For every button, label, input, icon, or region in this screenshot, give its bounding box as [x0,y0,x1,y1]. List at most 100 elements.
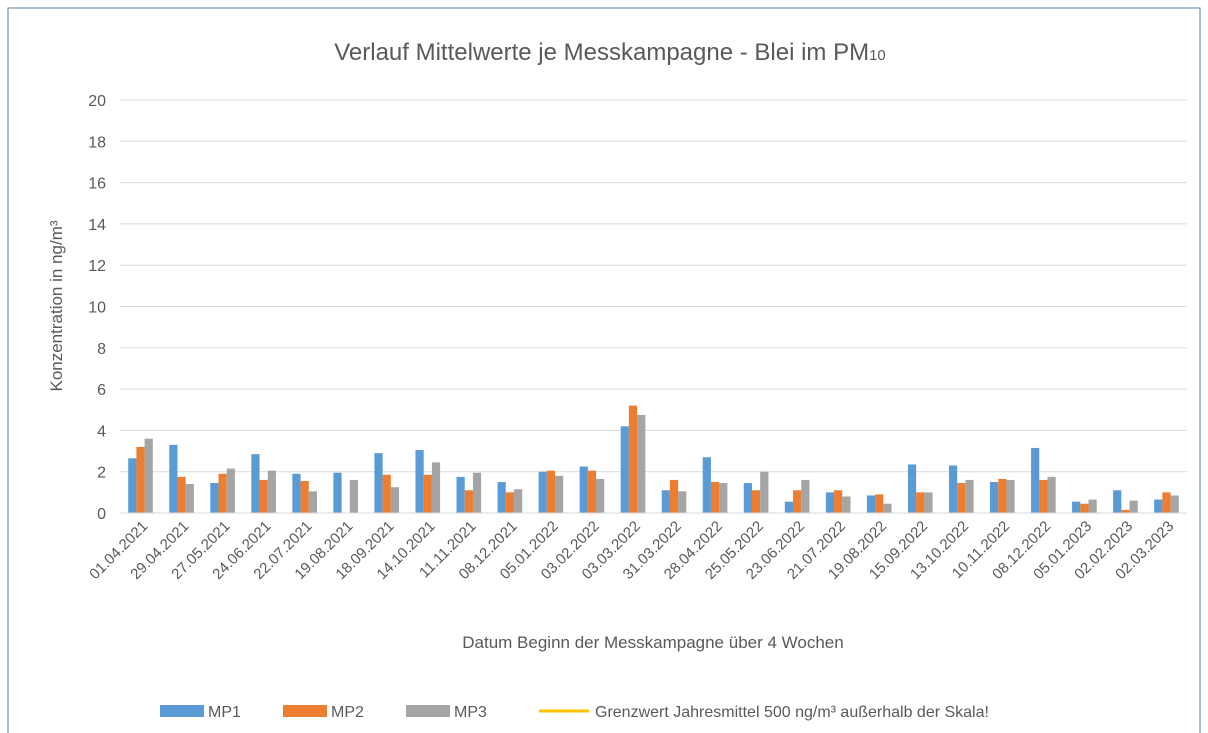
bar [1088,499,1097,513]
bar [760,471,769,513]
bar [513,489,523,513]
bar [497,482,506,513]
legend-label: MP1 [208,704,241,721]
legend-label: MP3 [454,704,487,721]
bar [784,501,794,513]
bar [292,473,301,513]
bar [177,476,186,513]
bar [169,444,178,513]
bar [1047,476,1056,513]
legend-label: MP2 [331,704,364,721]
bar [1080,503,1089,513]
bar [916,492,925,513]
bar [538,471,547,513]
bar [300,480,309,513]
bar [620,426,629,513]
legend-label: Grenzwert Jahresmittel 500 ng/m³ außerha… [595,704,989,721]
bar [596,478,605,513]
bar [259,479,268,513]
bar [415,450,424,513]
bar [1031,447,1040,513]
title-main: Verlauf Mittelwerte je Messkampagne - Bl… [334,39,869,66]
legend-swatch [283,705,327,717]
bar [251,454,260,513]
bar [555,475,564,513]
bar [924,492,933,513]
bar [505,492,514,513]
y-tick-label: 12 [88,258,106,275]
bar [842,496,851,513]
bar [875,494,884,513]
bar [990,482,999,513]
y-tick-label: 16 [88,176,106,193]
bar [226,468,235,513]
y-tick-label: 14 [88,217,106,234]
bar [464,490,473,513]
chart-title: Verlauf Mittelwerte je Messkampagne - Bl… [334,39,886,66]
bar [702,457,711,513]
bar [333,472,342,513]
bar [390,487,400,513]
bar [1072,501,1081,513]
bar [267,470,276,513]
bar [907,464,917,513]
bar [308,491,317,513]
bar [218,473,227,513]
bar [587,470,597,513]
y-tick-label: 2 [97,465,106,482]
y-tick-label: 4 [97,423,106,440]
x-axis-title: Datum Beginn der Messkampagne über 4 Woc… [462,633,843,652]
y-tick-label: 10 [88,300,106,317]
bar [1170,495,1179,513]
bar [825,492,835,513]
bar [957,483,966,513]
bar [1162,492,1171,513]
bar [431,462,441,513]
bar [382,474,391,513]
legend-swatch [406,705,450,717]
title-subscript: 10 [869,47,886,64]
bar [678,491,687,513]
bar [661,490,670,513]
bar [1129,500,1138,513]
bar [374,453,383,513]
bar [128,458,137,513]
bar [793,490,802,513]
bar [546,470,556,513]
bar [456,476,465,513]
y-tick-label: 8 [97,341,106,358]
bar [144,438,153,513]
bar [948,465,958,513]
bar [349,479,359,513]
bar [883,503,892,513]
y-axis-title: Konzentration in ng/m³ [47,220,66,391]
y-tick-label: 0 [97,506,106,523]
bar [965,479,974,513]
bar [1039,479,1048,513]
bar [669,479,679,513]
legend-swatch [160,705,204,717]
bar [1006,479,1015,513]
bar [136,446,145,513]
bar [579,466,588,513]
bar [834,490,843,513]
bar [423,474,432,513]
bar [866,495,876,513]
bar [1154,499,1163,513]
chart-border [7,7,1201,733]
bar [1121,509,1130,513]
bar [719,483,728,513]
bar [637,414,646,513]
bar [472,472,482,513]
bar [743,483,752,513]
y-tick-label: 18 [88,134,106,151]
bar [210,483,219,513]
bar [1113,490,1122,513]
bar [998,478,1007,513]
y-tick-label: 6 [97,382,106,399]
bar [710,482,720,513]
y-tick-label: 20 [88,93,106,110]
bar [628,405,638,513]
bar [185,484,194,513]
